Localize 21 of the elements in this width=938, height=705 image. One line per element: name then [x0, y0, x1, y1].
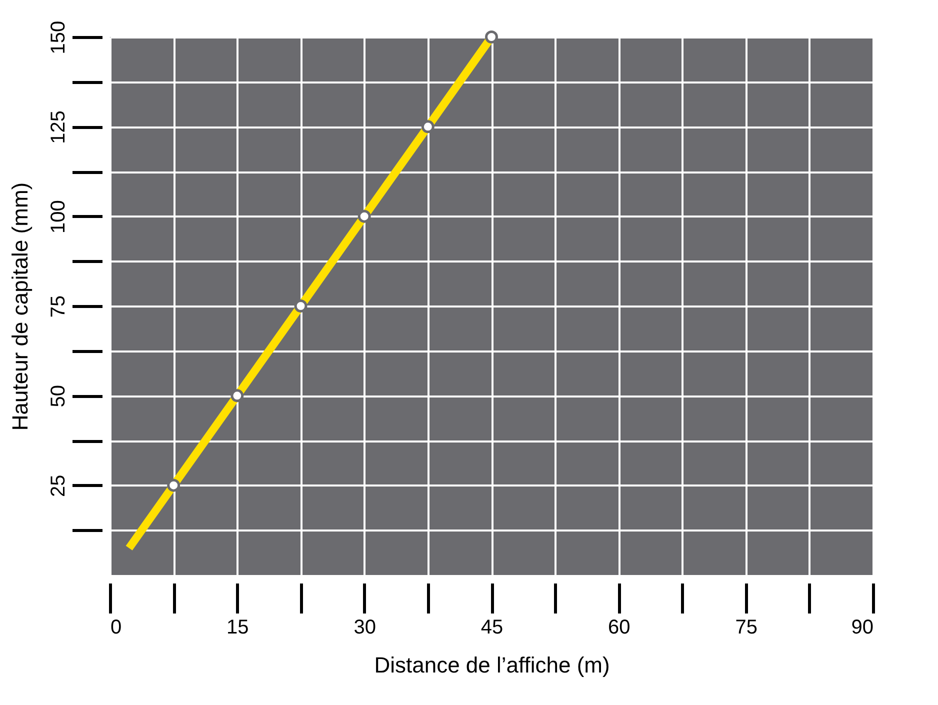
point: [294, 300, 308, 312]
x-tick-label: 0: [110, 616, 122, 638]
x-tick-label: 30: [354, 616, 376, 638]
y-axis-title: Hauteur de capitale (mm): [8, 182, 32, 431]
y-tick-label: 50: [48, 385, 70, 408]
x-tick-label: 60: [608, 616, 630, 638]
y-tick-label: 125: [48, 110, 70, 144]
x-tick-label: 15: [226, 616, 249, 638]
y-tick-label: 150: [48, 20, 70, 54]
y-tick-label: 75: [48, 295, 70, 318]
point: [167, 478, 180, 492]
point: [485, 30, 498, 44]
x-tick-label: 90: [851, 616, 874, 638]
point: [358, 210, 371, 223]
point: [230, 389, 244, 402]
x-tick-label: 75: [735, 616, 758, 638]
x-tick-label: 45: [480, 616, 504, 638]
point: [421, 120, 434, 134]
y-tick-label: 25: [48, 474, 70, 497]
y-tick-label: 100: [48, 200, 70, 234]
x-axis-title: Distance de l’affiche (m): [374, 652, 610, 678]
